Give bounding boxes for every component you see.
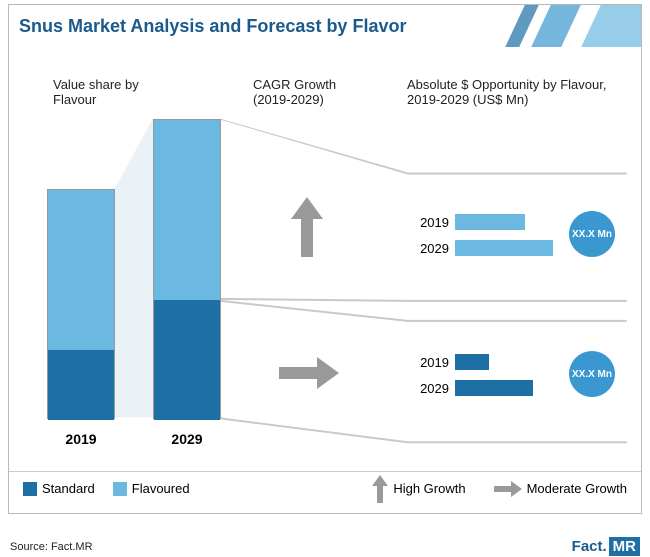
opp-row-std-2029: 2029	[407, 377, 533, 399]
legend-label: Flavoured	[132, 481, 190, 496]
opportunity-bars-flavoured: 2019 2029 XX.X Mn	[407, 211, 553, 263]
opp-bar	[455, 380, 533, 396]
swatch-standard	[23, 482, 37, 496]
logo-left: Fact.	[572, 538, 607, 555]
opp-row-std-2019: 2019	[407, 351, 533, 373]
title-bar: Snus Market Analysis and Forecast by Fla…	[9, 5, 641, 47]
bar-2029	[153, 119, 221, 419]
chart-title: Snus Market Analysis and Forecast by Fla…	[19, 16, 406, 37]
opp-label: 2029	[407, 381, 449, 396]
legend-label: High Growth	[393, 481, 465, 496]
opp-bar	[455, 214, 525, 230]
label-opportunity: Absolute $ Opportunity by Flavour, 2019-…	[407, 77, 617, 107]
stacked-bar-chart: 2019 2029	[43, 117, 253, 447]
legend-high-growth: High Growth	[372, 475, 465, 503]
bar-2019	[47, 189, 115, 419]
opp-label: 2019	[407, 215, 449, 230]
logo-right: MR	[609, 537, 640, 556]
legend-label: Moderate Growth	[527, 481, 627, 496]
bar-2029-standard	[154, 300, 220, 420]
legend-label: Standard	[42, 481, 95, 496]
label-cagr: CAGR Growth (2019-2029)	[253, 77, 363, 107]
arrow-moderate-growth	[279, 357, 339, 389]
opp-bar	[455, 354, 489, 370]
bar-2029-flavoured	[154, 120, 220, 300]
bar-2019-standard	[48, 350, 114, 420]
legend-standard: Standard	[23, 481, 95, 496]
opp-label: 2029	[407, 241, 449, 256]
swatch-flavoured	[113, 482, 127, 496]
legend-moderate-growth: Moderate Growth	[494, 481, 627, 497]
value-badge-standard: XX.X Mn	[569, 351, 615, 397]
legend-flavoured: Flavoured	[113, 481, 190, 496]
label-value-share: Value share by Flavour	[53, 77, 163, 107]
opp-row-flav-2029: 2029	[407, 237, 553, 259]
arrow-up-icon	[372, 475, 388, 503]
bar-year-2029: 2029	[153, 431, 221, 447]
value-badge-flavoured: XX.X Mn	[569, 211, 615, 257]
opp-label: 2019	[407, 355, 449, 370]
factmr-logo: Fact.MR	[572, 538, 640, 555]
arrow-high-growth	[291, 197, 323, 257]
legend: Standard Flavoured High Growth Moderate …	[9, 471, 641, 505]
bar-2019-flavoured	[48, 190, 114, 350]
chart-container: Snus Market Analysis and Forecast by Fla…	[8, 4, 642, 514]
source-text: Source: Fact.MR	[10, 541, 93, 553]
title-decoration	[501, 5, 641, 47]
opportunity-bars-standard: 2019 2029 XX.X Mn	[407, 351, 533, 403]
bar-year-2019: 2019	[47, 431, 115, 447]
opp-bar	[455, 240, 553, 256]
chart-content: Value share by Flavour CAGR Growth (2019…	[9, 47, 641, 513]
opp-row-flav-2019: 2019	[407, 211, 553, 233]
arrow-right-icon	[494, 481, 522, 497]
